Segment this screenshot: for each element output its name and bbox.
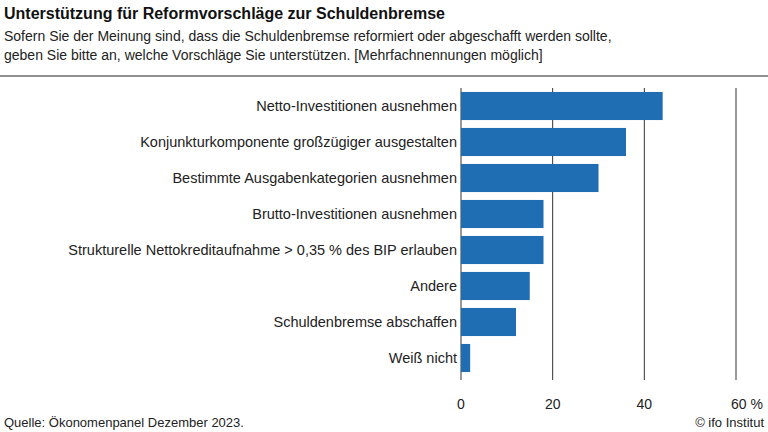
- grid-line: [644, 88, 645, 380]
- tick-label: 0: [457, 396, 465, 412]
- category-label: Schuldenbremse abschaffen: [273, 314, 457, 330]
- tick-label: 60 %: [731, 396, 763, 412]
- category-label: Brutto-Investitionen ausnehmen: [252, 206, 457, 222]
- category-label: Strukturelle Nettokreditaufnahme > 0,35 …: [68, 242, 457, 258]
- grid-line: [736, 88, 737, 380]
- bar: [461, 200, 544, 228]
- source: Quelle: Ökonomenpanel Dezember 2023.: [4, 415, 244, 430]
- category-label: Weiß nicht: [389, 350, 457, 366]
- subtitle: geben Sie bitte an, welche Vorschläge Si…: [4, 47, 543, 63]
- tick-label: 40: [637, 396, 653, 412]
- bar: [461, 308, 516, 336]
- chart: Unterstützung für Reformvorschläge zur S…: [0, 0, 768, 432]
- bar: [461, 344, 470, 372]
- credit: © ifo Institut: [695, 415, 764, 430]
- bar: [461, 272, 530, 300]
- category-label: Konjunkturkomponente großzügiger ausgest…: [140, 134, 457, 150]
- subtitle: Sofern Sie der Meinung sind, dass die Sc…: [4, 28, 612, 44]
- header-rule: [0, 75, 768, 76]
- category-label: Netto-Investitionen ausnehmen: [256, 98, 457, 114]
- page: {"chart_data": { "type": "bar", "orienta…: [0, 0, 768, 432]
- bar: [461, 92, 663, 120]
- category-label: Bestimmte Ausgabenkategorien ausnehmen: [172, 170, 457, 186]
- bars: [461, 92, 663, 372]
- tick-label: 20: [545, 396, 561, 412]
- category-label: Andere: [410, 278, 457, 294]
- bar: [461, 164, 599, 192]
- bar: [461, 128, 626, 156]
- grid: [461, 88, 736, 380]
- bar: [461, 236, 544, 264]
- title: Unterstützung für Reformvorschläge zur S…: [4, 5, 445, 22]
